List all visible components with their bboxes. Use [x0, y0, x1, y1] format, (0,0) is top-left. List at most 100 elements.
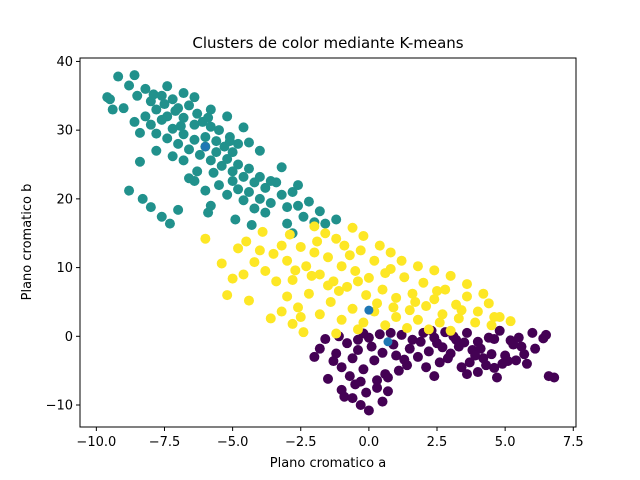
cluster_1-point — [189, 119, 200, 130]
cluster_0-point — [352, 345, 363, 356]
cluster_2-point — [282, 291, 293, 302]
cluster_0-point — [412, 351, 423, 362]
cluster_0-point — [494, 325, 505, 336]
cluster_1-point — [124, 185, 135, 196]
cluster_0-point — [530, 343, 541, 354]
cluster_1-point — [233, 184, 244, 195]
cluster_0-point — [309, 351, 320, 362]
cluster_2-point — [301, 261, 312, 272]
y-axis-label: Plano cromatico b — [20, 184, 35, 301]
cluster_1-point — [200, 185, 211, 196]
cluster_1-point — [213, 125, 224, 136]
cluster_2-point — [355, 245, 366, 256]
cluster_0-point — [320, 334, 331, 345]
cluster_0-point — [429, 371, 440, 382]
cluster_0-point — [421, 362, 432, 373]
cluster_2-point — [434, 317, 445, 328]
cluster_2-point — [309, 221, 320, 232]
cluster_1-point — [178, 88, 189, 99]
cluster_1-point — [314, 206, 325, 217]
cluster_0-point — [366, 341, 377, 352]
cluster_1-point — [260, 207, 271, 218]
cluster_0-point — [407, 334, 418, 345]
cluster_0-point — [442, 353, 453, 364]
x-tick-label: 0.0 — [359, 435, 380, 450]
cluster_1-point — [303, 196, 314, 207]
cluster_0-point — [489, 334, 500, 345]
cluster_0-point — [511, 355, 522, 366]
cluster_0-point — [423, 346, 434, 357]
y-tick-label: 30 — [56, 124, 73, 139]
cluster_0-point — [372, 375, 383, 386]
cluster_1-point — [156, 90, 167, 101]
cluster_2-point — [429, 294, 440, 305]
cluster_1-point — [194, 149, 205, 160]
cluster_2-point — [295, 312, 306, 323]
cluster_2-point — [391, 292, 402, 303]
cluster_0-point — [342, 338, 353, 349]
cluster_1-point — [164, 218, 175, 229]
cluster_0-point — [382, 372, 393, 383]
cluster_2-point — [388, 302, 399, 313]
cluster_1-point — [265, 197, 276, 208]
cluster_1-point — [151, 104, 162, 115]
cluster_0-point — [336, 384, 347, 395]
cluster_1-point — [151, 145, 162, 156]
cluster_2-point — [344, 250, 355, 261]
cluster_1-point — [173, 204, 184, 215]
cluster_1-point — [227, 176, 238, 186]
cluster_1-point — [254, 171, 265, 182]
plot-marks — [102, 70, 560, 416]
cluster_2-point — [377, 284, 388, 295]
cluster_2-point — [241, 236, 252, 247]
cluster_2-point — [440, 284, 451, 295]
cluster_1-point — [265, 176, 276, 186]
cluster_0-point — [377, 396, 388, 407]
cluster_2-point — [290, 265, 301, 276]
cluster_0-point — [508, 339, 519, 350]
cluster_2-point — [358, 230, 369, 241]
cluster_2-point — [254, 245, 265, 256]
cluster_0-point — [519, 349, 530, 360]
cluster_1-point — [189, 134, 200, 145]
cluster_1-point — [145, 119, 156, 130]
cluster_2-point — [483, 298, 494, 309]
cluster_1-point — [213, 180, 224, 191]
cluster_2-point — [410, 296, 421, 307]
cluster_1-point — [205, 155, 216, 166]
cluster_0-point — [456, 362, 467, 373]
cluster_2-point — [265, 313, 276, 324]
cluster_1-point — [208, 167, 219, 178]
cluster_2-point — [320, 228, 331, 239]
cluster_1-point — [243, 137, 254, 148]
cluster_1-point — [227, 166, 238, 177]
cluster_1-point — [233, 159, 244, 170]
cluster_2-point — [505, 316, 516, 327]
cluster_2-point — [268, 248, 279, 259]
cluster_1-point — [238, 195, 249, 206]
cluster_1-point — [134, 127, 145, 138]
cluster_1-point — [205, 104, 216, 115]
cluster_2-point — [287, 318, 298, 329]
cluster_0-point — [361, 387, 372, 398]
cluster_2-point — [331, 233, 342, 244]
cluster_1-point — [293, 200, 304, 211]
cluster_2-point — [238, 269, 249, 280]
cluster_2-point — [284, 229, 295, 240]
cluster_2-point — [347, 303, 358, 314]
cluster_1-point — [211, 147, 222, 158]
cluster_2-point — [216, 258, 227, 269]
cluster_1-point — [148, 89, 159, 100]
cluster_1-point — [178, 112, 189, 123]
y-tick-label: −10 — [46, 399, 73, 414]
centroid-point — [200, 142, 210, 152]
cluster_2-point — [309, 247, 320, 258]
cluster_0-point — [328, 356, 339, 367]
cluster_2-point — [372, 298, 383, 309]
cluster_2-point — [418, 277, 429, 288]
cluster_2-point — [486, 320, 497, 331]
cluster_2-point — [470, 317, 481, 328]
cluster_2-point — [200, 233, 211, 244]
cluster_1-point — [243, 186, 254, 197]
cluster_0-point — [382, 386, 393, 397]
